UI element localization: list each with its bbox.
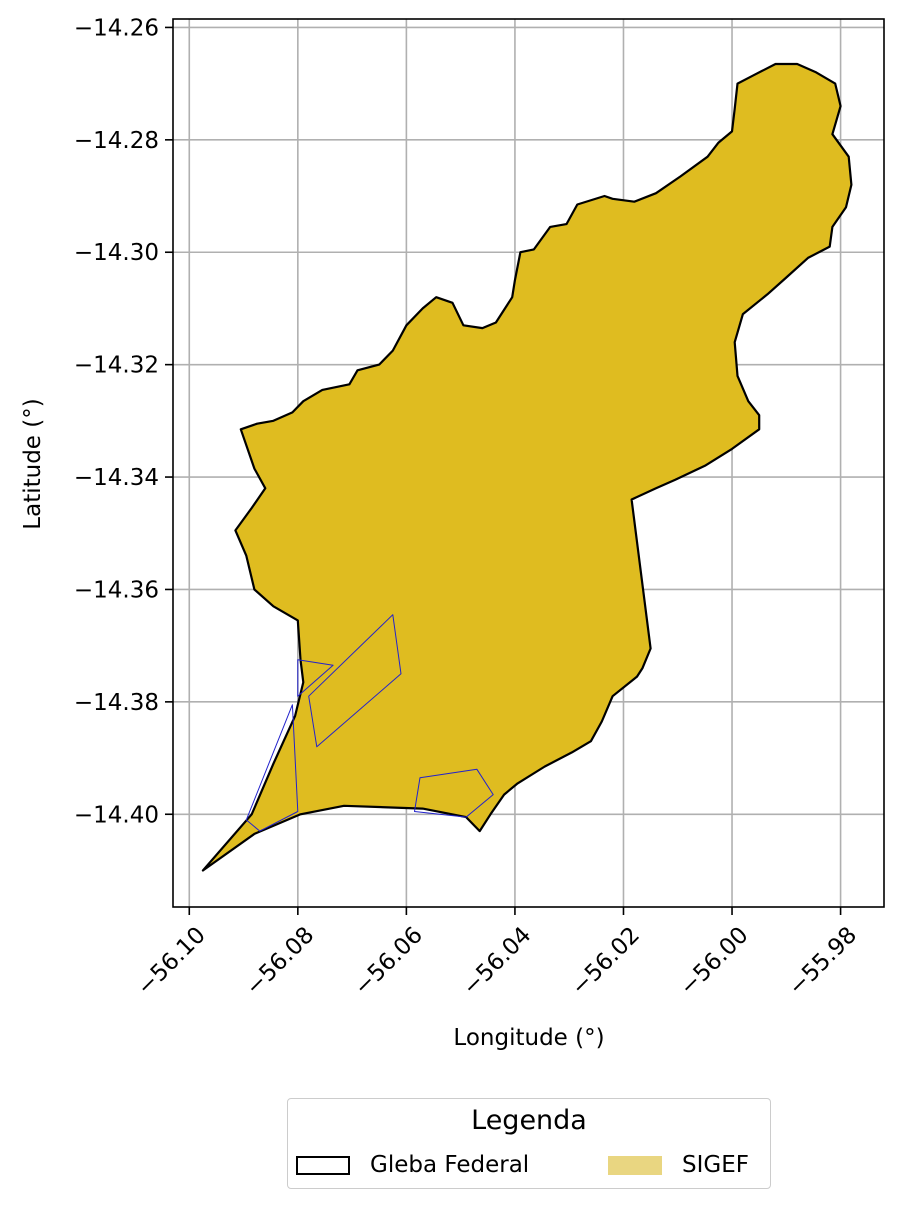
y-axis-label: Latitude (°) <box>20 398 46 529</box>
sigef-polygon <box>245 704 299 832</box>
sigef-polygon <box>414 768 494 818</box>
y-tick-label: −14.38 <box>74 690 159 716</box>
map-layers <box>201 62 853 872</box>
legend-swatch-sigef <box>608 1155 662 1175</box>
legend-entry-gleba-federal: Gleba Federal <box>296 1151 529 1179</box>
y-tick-label: −14.40 <box>74 802 159 828</box>
map-figure: −56.10 −56.08 −56.06 −56.04 −56.02 −56.00 −55.… <box>20 15 885 1051</box>
y-tick-label: −14.28 <box>74 128 159 154</box>
legend-entry-sigef: SIGEF <box>608 1151 749 1179</box>
y-tick-label: −14.32 <box>74 353 159 379</box>
y-tick-label: −14.36 <box>74 577 159 603</box>
legend-title: Legenda <box>471 1105 587 1136</box>
sigef-polygon <box>308 614 402 748</box>
legend-label-gleba-federal: Gleba Federal <box>370 1152 530 1178</box>
y-tick-label: −14.34 <box>74 465 159 491</box>
legend: Legenda Gleba Federal SIGEF <box>287 1098 771 1189</box>
axes-frame <box>172 18 885 908</box>
sigef-polygon <box>297 659 334 697</box>
y-tick-label: −14.26 <box>74 15 159 41</box>
legend-label-sigef: SIGEF <box>682 1152 749 1178</box>
y-tick-label: −14.30 <box>74 240 159 266</box>
legend-swatch-gleba-federal <box>296 1155 350 1175</box>
x-axis-label: Longitude (°) <box>453 1025 604 1051</box>
gleba-federal-polygon <box>201 62 853 872</box>
